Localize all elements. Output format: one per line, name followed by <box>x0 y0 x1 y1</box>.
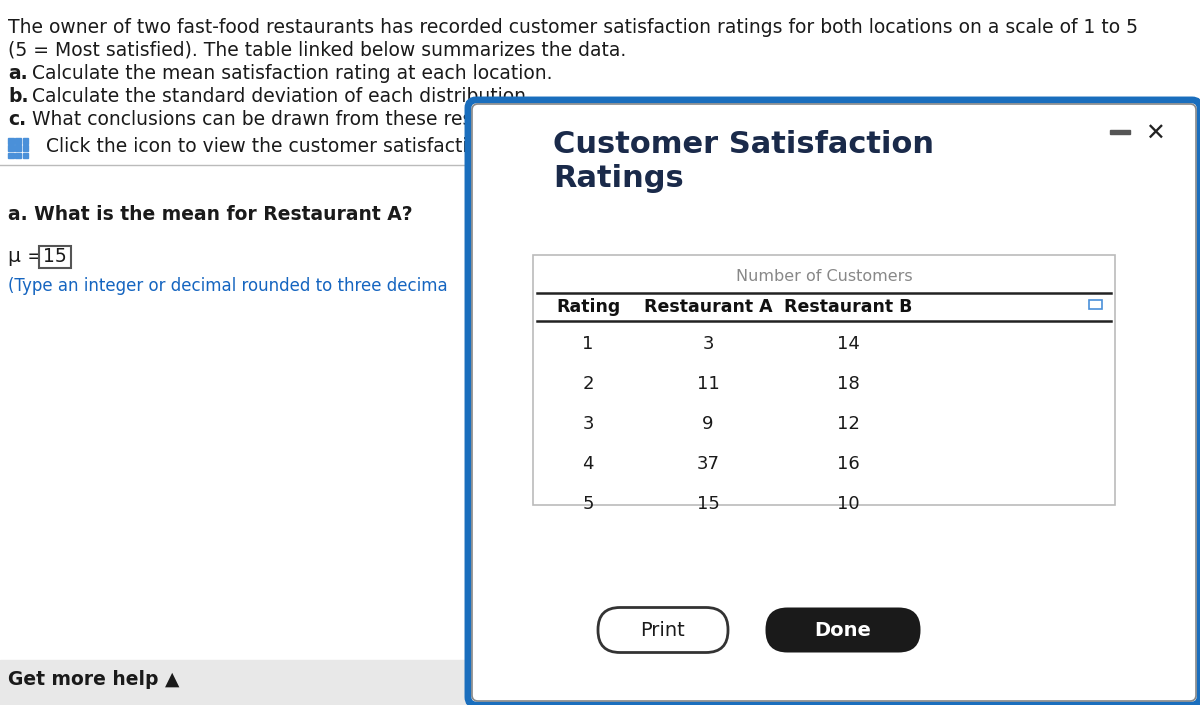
Text: Print: Print <box>641 620 685 639</box>
Text: (Type an integer or decimal rounded to three decima: (Type an integer or decimal rounded to t… <box>8 277 448 295</box>
Text: 3: 3 <box>702 335 714 353</box>
Text: 5: 5 <box>582 495 594 513</box>
Bar <box>8 152 13 158</box>
Text: 4: 4 <box>582 455 594 473</box>
Text: ✕: ✕ <box>1145 122 1165 146</box>
Text: 16: 16 <box>836 455 859 473</box>
Text: 37: 37 <box>696 455 720 473</box>
Text: Restaurant B: Restaurant B <box>784 298 912 316</box>
Text: 9: 9 <box>702 415 714 433</box>
Text: Click the icon to view the customer satisfaction: Click the icon to view the customer sati… <box>34 137 491 156</box>
Text: c.: c. <box>8 110 26 129</box>
Text: What conclusions can be drawn from these results: What conclusions can be drawn from these… <box>26 110 506 129</box>
Bar <box>23 152 28 158</box>
Bar <box>16 138 20 144</box>
Text: The owner of two fast-food restaurants has recorded customer satisfaction rating: The owner of two fast-food restaurants h… <box>8 18 1138 37</box>
Bar <box>16 152 20 158</box>
Text: μ =: μ = <box>8 247 50 266</box>
Text: 11: 11 <box>697 375 719 393</box>
Text: Get more help ▲: Get more help ▲ <box>8 670 179 689</box>
Bar <box>23 145 28 151</box>
Text: 15: 15 <box>43 247 67 266</box>
Text: 18: 18 <box>836 375 859 393</box>
Text: Restaurant A: Restaurant A <box>643 298 773 316</box>
Bar <box>23 138 28 144</box>
Text: 10: 10 <box>836 495 859 513</box>
FancyBboxPatch shape <box>38 246 71 268</box>
Text: Calculate the standard deviation of each distribution.: Calculate the standard deviation of each… <box>26 87 532 106</box>
Bar <box>1110 130 1130 134</box>
FancyBboxPatch shape <box>1090 300 1102 309</box>
Text: 14: 14 <box>836 335 859 353</box>
Text: 2: 2 <box>582 375 594 393</box>
FancyBboxPatch shape <box>598 608 728 653</box>
Text: Customer Satisfaction: Customer Satisfaction <box>553 130 934 159</box>
Text: (5 = Most satisfied). The table linked below summarizes the data.: (5 = Most satisfied). The table linked b… <box>8 41 626 60</box>
FancyBboxPatch shape <box>766 608 920 653</box>
Text: Rating: Rating <box>556 298 620 316</box>
Text: Done: Done <box>815 620 871 639</box>
Text: Number of Customers: Number of Customers <box>736 269 912 284</box>
Text: Calculate the mean satisfaction rating at each location.: Calculate the mean satisfaction rating a… <box>26 64 552 83</box>
Bar <box>16 145 20 151</box>
FancyBboxPatch shape <box>468 100 1200 705</box>
Text: 15: 15 <box>696 495 720 513</box>
Text: a.: a. <box>8 64 28 83</box>
FancyBboxPatch shape <box>533 255 1115 505</box>
Text: b.: b. <box>8 87 29 106</box>
Bar <box>0 660 468 705</box>
Text: 12: 12 <box>836 415 859 433</box>
Bar <box>8 145 13 151</box>
Text: Ratings: Ratings <box>553 164 684 193</box>
Bar <box>8 138 13 144</box>
FancyBboxPatch shape <box>472 104 1196 701</box>
Text: 1: 1 <box>582 335 594 353</box>
Text: 3: 3 <box>582 415 594 433</box>
Text: a. What is the mean for Restaurant A?: a. What is the mean for Restaurant A? <box>8 205 413 224</box>
